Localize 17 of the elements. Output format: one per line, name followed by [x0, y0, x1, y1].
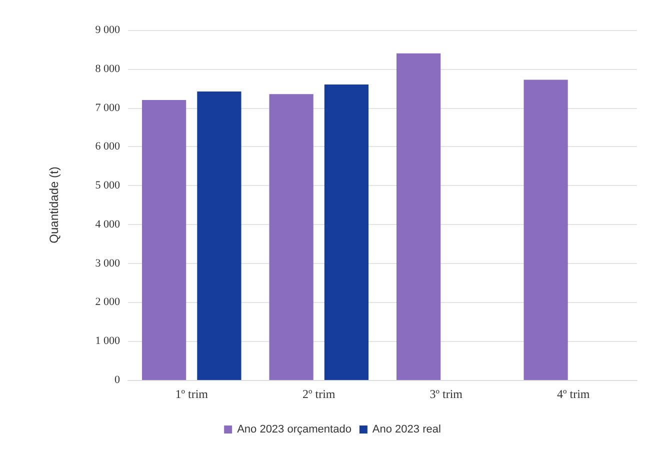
legend-label: Ano 2023 real: [372, 424, 441, 436]
x-tick-label: 2º trim: [302, 387, 336, 401]
y-tick-label: 9 000: [95, 24, 120, 36]
legend-label: Ano 2023 orçamentado: [237, 424, 352, 436]
x-tick-label: 3º trim: [430, 387, 464, 401]
y-tick-label: 6 000: [95, 140, 120, 153]
y-tick-label: 1 000: [95, 335, 120, 348]
y-tick-label: 5 000: [95, 180, 120, 192]
y-tick-label: 0: [114, 374, 120, 386]
y-axis-title: Quantidade (t): [47, 166, 61, 244]
y-tick-label: 8 000: [95, 62, 120, 75]
y-tick-label: 7 000: [95, 102, 120, 114]
y-tick-label: 2 000: [95, 296, 120, 308]
x-tick-label: 4º trim: [557, 387, 590, 401]
y-tick-label: 4 000: [95, 218, 120, 230]
y-tick-label: 3 000: [95, 257, 120, 270]
x-tick-label: 1º trim: [175, 387, 209, 401]
